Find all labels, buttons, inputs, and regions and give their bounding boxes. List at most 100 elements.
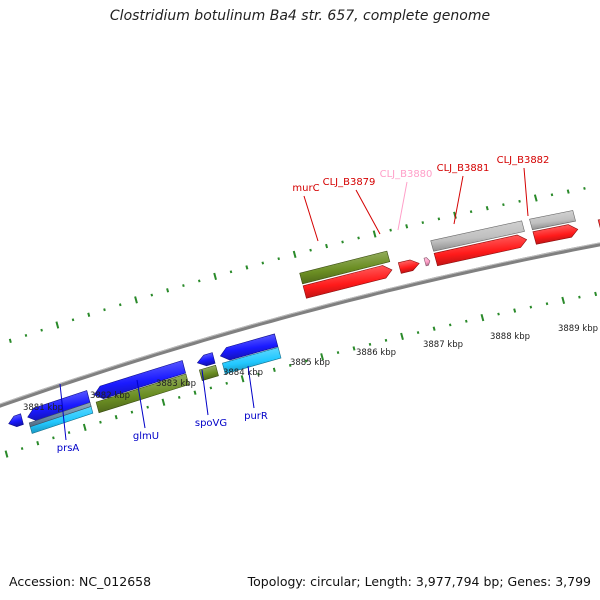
inner-tick (177, 395, 181, 399)
purR-cds-arrow (219, 333, 279, 361)
outer-tick (150, 293, 154, 297)
outer-tick (292, 250, 297, 259)
reverse-gene-label: spoVG (195, 418, 227, 429)
inner-tick (304, 359, 308, 363)
inner-tick (4, 450, 9, 458)
backbone-highlight (0, 242, 600, 405)
outer-tick (229, 270, 233, 274)
outer-tick (55, 321, 60, 329)
outer-tick (485, 205, 489, 211)
CLJ_B3879-arrow (397, 259, 420, 274)
outer-tick (71, 318, 75, 322)
reverse-leader-line (201, 369, 209, 416)
outer-tick (166, 288, 170, 293)
outer-tick (309, 248, 312, 252)
inner-tick (384, 338, 388, 342)
scale-label: 3885 kbp (290, 358, 330, 368)
outer-tick (261, 261, 265, 265)
inner-tick (82, 423, 87, 432)
inner-tick (130, 410, 134, 414)
outer-tick (103, 308, 106, 312)
outer-tick (469, 210, 473, 214)
inner-tick (320, 353, 324, 361)
outer-tick (421, 221, 425, 225)
inner-tick (114, 414, 118, 420)
forward-gene-label: CLJ_B3882 (497, 155, 550, 166)
spoVG-arrow (196, 352, 216, 367)
outer-tick (134, 296, 138, 304)
inner-tick (368, 342, 372, 346)
reverse-gene-label: prsA (57, 443, 80, 454)
accession-text: Accession: NC_012658 (9, 574, 152, 589)
inner-tick (257, 372, 260, 376)
inner-tick (272, 367, 276, 372)
forward-leader-line (397, 181, 408, 231)
CLJ_B3881-cds-arrow (433, 234, 528, 267)
glmU-gene-bar (95, 373, 190, 414)
scale-label: 3884 kbp (223, 368, 263, 378)
forward-leader-line (523, 167, 529, 217)
inner-tick (161, 398, 166, 406)
scale-labels: 3881 kbp 3882 kbp 3883 kbp 3884 kbp 3885 kbp… (23, 324, 598, 413)
outer-tick (566, 189, 570, 194)
outer-tick (87, 312, 91, 317)
glmU-cds-arrow (93, 360, 186, 400)
genome-info-text: Topology: circular; Length: 3,977,794 bp… (247, 574, 591, 589)
inner-tick (99, 420, 102, 424)
outer-tick (24, 334, 28, 337)
outer-tick (533, 194, 538, 202)
inner-tick (209, 386, 213, 390)
scale-label: 3881 kbp (23, 403, 63, 413)
outer-tick-marks (8, 186, 586, 343)
scale-label: 3886 kbp (356, 348, 396, 358)
inner-tick (480, 313, 485, 322)
inner-tick (193, 390, 197, 395)
CLJ_B3882-cds-arrow (532, 224, 579, 245)
outer-tick (502, 203, 505, 207)
scale-label: 3888 kbp (490, 332, 530, 342)
murC-gene-bar (299, 250, 391, 285)
inner-tick (416, 331, 420, 334)
forward-leader-line (303, 195, 319, 242)
inner-tick (400, 332, 404, 341)
outer-tick (389, 228, 392, 232)
purR-gene-bar (222, 347, 282, 375)
inner-tick (240, 375, 245, 383)
inner-tick (465, 319, 468, 323)
inner-tick (36, 441, 40, 446)
forward-gene-label: CLJ_B3881 (437, 163, 490, 174)
inner-tick (497, 312, 500, 316)
inner-tick (336, 351, 340, 355)
spoVG-gene-bar (198, 364, 219, 381)
prev-reverse-arrow (8, 413, 24, 428)
inner-tick (561, 296, 566, 305)
outer-tick (341, 240, 344, 244)
reverse-leader-line (136, 379, 146, 429)
reverse-leader-line (247, 365, 255, 409)
forward-leader-line (453, 175, 464, 225)
inner-tick (578, 295, 581, 299)
inner-tick (513, 308, 517, 313)
CLJ_B3881-gene-bar (430, 220, 525, 252)
outer-tick (8, 338, 12, 343)
inner-tick (545, 302, 549, 306)
outer-tick (550, 193, 554, 197)
map-title: Clostridium botulinum Ba4 str. 657, comp… (109, 8, 491, 24)
inner-tick (529, 305, 533, 309)
outer-tick (245, 265, 249, 270)
outer-tick (372, 230, 377, 238)
inner-tick (146, 405, 149, 409)
inner-tick-marks (4, 291, 598, 458)
outer-tick (182, 284, 185, 288)
inner-tick (52, 436, 55, 440)
forward-leader-line (355, 189, 381, 235)
inner-tick (225, 381, 228, 385)
outer-tick (357, 236, 360, 240)
scale-label: 3887 kbp (423, 340, 463, 350)
inner-tick (594, 291, 598, 297)
reverse-gene-label: purR (244, 411, 268, 422)
inner-tick (67, 431, 71, 435)
prsA-signal-bar (28, 402, 92, 428)
scale-label: 3883 kbp (156, 379, 196, 389)
